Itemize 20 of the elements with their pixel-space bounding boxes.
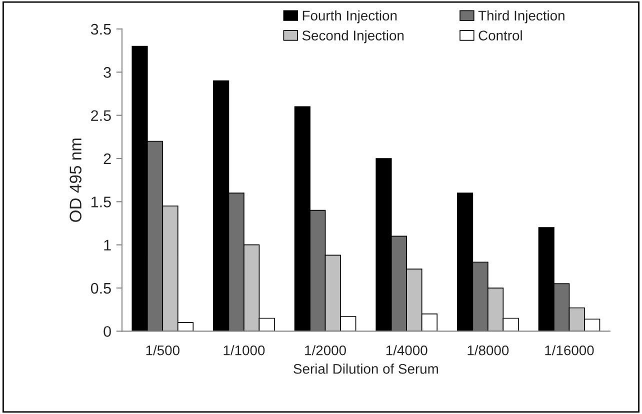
legend-label: Control	[478, 30, 522, 40]
x-tick-label: 1/4000	[386, 345, 428, 356]
y-tick-label: 2.5	[91, 110, 111, 122]
x-tick-label: 1/16000	[545, 345, 594, 356]
y-tick-label: 1.5	[91, 196, 111, 208]
x-tick-label: 1/500	[146, 345, 180, 356]
y-tick-label: 3.5	[90, 24, 111, 35]
y-tick-label: 0.5	[90, 282, 111, 294]
legend-label: Fourth Injection	[302, 10, 397, 24]
x-axis-title: Serial Dilution of Serum	[294, 364, 438, 374]
y-tick-label: 0	[104, 326, 111, 337]
y-tick-label: 2	[104, 153, 111, 164]
y-axis-title: OD 495 nm	[70, 138, 82, 222]
x-tick-label: 1/2000	[305, 345, 346, 356]
y-tick-label: 1	[104, 240, 111, 250]
y-tick-label: 3	[104, 67, 111, 78]
x-tick-label: 1/8000	[468, 345, 509, 356]
x-tick-label: 1/1000	[224, 345, 265, 356]
legend-label: Second Injection	[302, 30, 404, 44]
legend-label: Third Injection	[478, 10, 564, 24]
